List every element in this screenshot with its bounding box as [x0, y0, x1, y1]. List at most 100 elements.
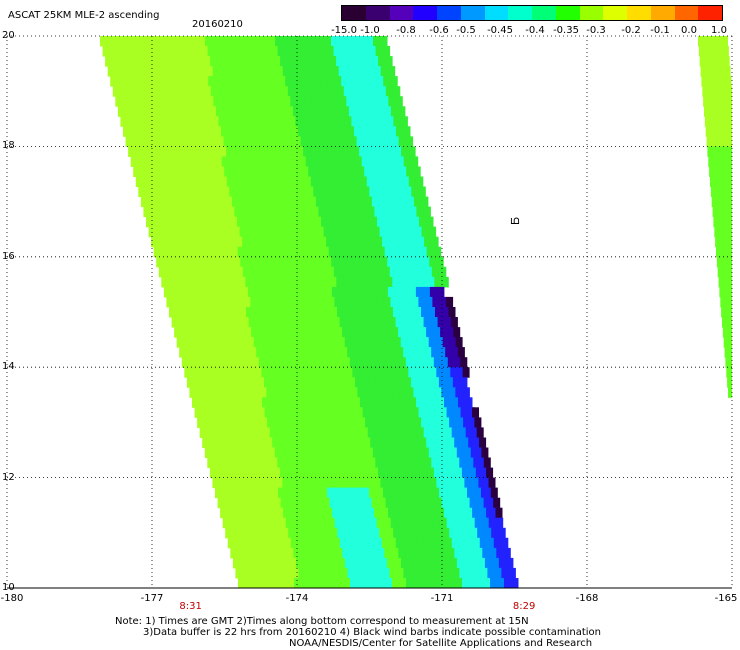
swath-cell — [330, 557, 339, 569]
swath-cell — [385, 56, 393, 67]
swath-cell — [295, 307, 303, 318]
swath-cell — [327, 487, 335, 499]
swath-cell — [414, 337, 423, 348]
swath-cell — [216, 437, 224, 449]
swath-cell — [281, 116, 289, 127]
swath-cell — [388, 537, 397, 549]
swath-cell — [238, 497, 247, 509]
swath-cell — [249, 377, 258, 388]
swath-cell — [251, 327, 259, 338]
swath-cell — [178, 317, 187, 328]
swath-cell — [309, 337, 318, 348]
swath-cell — [382, 156, 391, 167]
swath-cell — [237, 327, 245, 338]
swath-cell — [134, 116, 142, 127]
swath-cell — [312, 567, 320, 579]
swath-cell — [303, 367, 311, 378]
swath-cell — [365, 417, 373, 428]
swath-cell — [308, 196, 317, 208]
note-line-2: 3)Data buffer is 22 hrs from 20160210 4)… — [143, 627, 601, 638]
swath-cell — [126, 86, 135, 97]
swath-cell — [292, 106, 301, 117]
swath-cell — [470, 417, 478, 428]
swath-cell — [500, 537, 509, 549]
swath-cell — [372, 337, 381, 348]
swath-cell — [323, 447, 332, 459]
swath-cell — [405, 136, 414, 147]
swath-cell — [235, 567, 243, 579]
swath-cell — [445, 567, 453, 579]
swath-cell — [258, 467, 267, 479]
swath-cell — [364, 196, 373, 208]
swath-cell — [308, 387, 316, 398]
swath-cell — [114, 36, 122, 47]
swath-cell — [435, 417, 443, 428]
swath-cell — [348, 76, 356, 87]
swath-cell — [493, 537, 502, 549]
swath-cell — [350, 276, 358, 288]
swath-cell — [348, 296, 356, 308]
swath-cell — [273, 276, 281, 288]
swath-cell — [452, 457, 460, 469]
swath-cell — [334, 517, 343, 529]
swath-cell — [226, 66, 235, 77]
swath-cell — [339, 96, 347, 107]
swath-cell — [189, 86, 198, 97]
swath-cell — [138, 76, 146, 87]
swath-cell — [321, 216, 329, 228]
swath-cell — [410, 156, 419, 167]
swath-cell — [264, 76, 272, 87]
swath-cell — [214, 457, 222, 469]
swath-cell — [310, 286, 319, 298]
swath-cell — [408, 286, 417, 298]
swath-cell — [356, 437, 364, 449]
wind-barb-marker: ഥ — [510, 214, 520, 227]
swath-cell-east — [709, 166, 732, 178]
swath-cell — [260, 337, 269, 348]
swath-cell — [348, 517, 357, 529]
swath-cell — [290, 96, 298, 107]
swath-cell — [252, 86, 261, 97]
swath-cell — [319, 126, 327, 137]
swath-cell — [331, 36, 339, 47]
swath-cell — [274, 226, 283, 238]
swath-cell — [160, 246, 169, 258]
swath-cell — [299, 517, 308, 529]
swath-cell — [200, 156, 209, 167]
swath-cell — [224, 196, 233, 208]
swath-cell — [255, 507, 263, 519]
swath-cell — [269, 507, 277, 519]
swath-cell — [339, 397, 347, 408]
swath-cell — [223, 246, 232, 258]
swath-cell — [275, 176, 284, 188]
swath-cell — [265, 437, 273, 449]
swath-cell — [247, 256, 255, 268]
swath-cell — [182, 86, 191, 97]
swath-cell — [151, 156, 160, 167]
colorbar-segment — [627, 6, 651, 20]
swath-cell — [429, 477, 437, 489]
swath-cell — [195, 216, 203, 228]
swath-cell — [238, 387, 246, 398]
swath-cell — [180, 76, 188, 87]
swath-cell — [387, 477, 395, 489]
swath-cell — [338, 146, 346, 157]
swath-cell — [152, 76, 160, 87]
swath-cell — [261, 146, 269, 157]
swath-cell — [193, 347, 201, 358]
swath-cell — [202, 327, 210, 338]
swath-cell — [228, 266, 237, 278]
swath-cell — [382, 126, 390, 137]
swath-cell — [292, 487, 300, 499]
swath-cell — [366, 146, 374, 157]
swath-cell — [289, 66, 298, 77]
longitude-label: -180 — [0, 593, 24, 604]
swath-cell — [317, 286, 326, 298]
swath-cell — [225, 226, 234, 238]
swath-cell — [201, 407, 210, 418]
swath-cell — [200, 347, 208, 358]
swath-cell — [377, 437, 385, 449]
swath-cell — [236, 186, 244, 198]
swath-cell — [177, 176, 186, 188]
swath-cell — [228, 236, 236, 248]
